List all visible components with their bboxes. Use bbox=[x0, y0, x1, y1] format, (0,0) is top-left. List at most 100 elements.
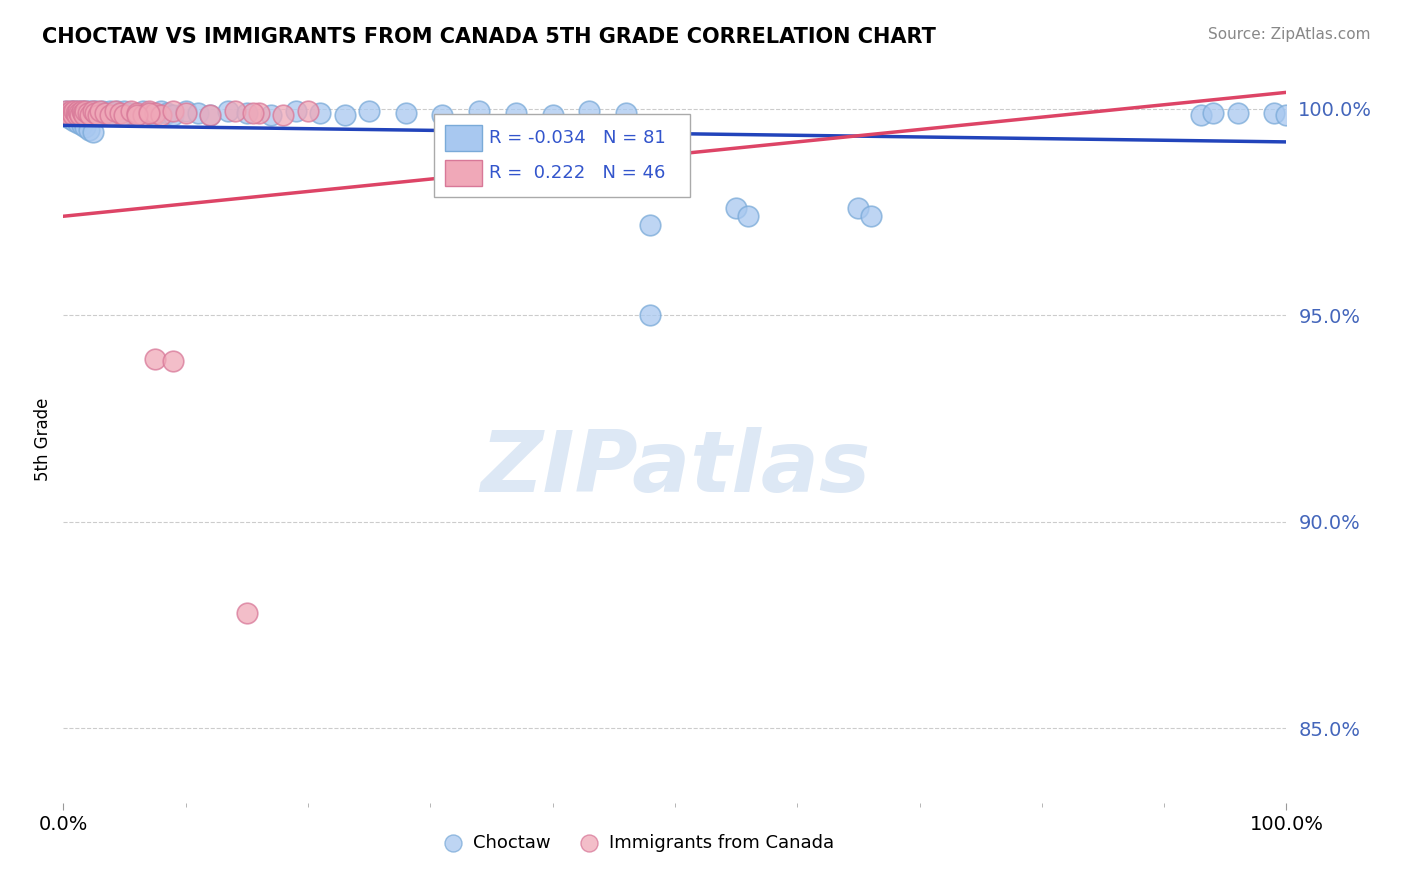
Point bbox=[94, 106, 117, 120]
Point bbox=[156, 106, 179, 120]
Point bbox=[66, 108, 89, 122]
Point bbox=[75, 120, 97, 135]
Bar bbox=[444, 125, 482, 151]
Point bbox=[162, 354, 184, 368]
Point bbox=[67, 106, 90, 120]
Point bbox=[70, 119, 93, 133]
Point bbox=[125, 108, 148, 122]
Point bbox=[104, 108, 127, 122]
Point bbox=[120, 106, 142, 120]
Point bbox=[101, 106, 124, 120]
Point bbox=[72, 106, 94, 120]
Point bbox=[82, 103, 104, 118]
Point bbox=[105, 103, 128, 118]
Point bbox=[138, 103, 160, 118]
Y-axis label: 5th Grade: 5th Grade bbox=[34, 398, 52, 481]
Point bbox=[69, 108, 91, 122]
Point bbox=[247, 106, 270, 120]
Point bbox=[60, 106, 83, 120]
Point bbox=[640, 309, 662, 323]
Point bbox=[1263, 106, 1285, 120]
Legend: Choctaw, Immigrants from Canada: Choctaw, Immigrants from Canada bbox=[436, 827, 841, 859]
Point bbox=[846, 201, 869, 215]
Point bbox=[76, 106, 98, 120]
Point bbox=[59, 103, 82, 118]
Point bbox=[56, 106, 79, 120]
Point bbox=[60, 106, 83, 120]
Point bbox=[56, 110, 79, 124]
Point bbox=[76, 106, 98, 120]
Point bbox=[77, 122, 100, 136]
Point bbox=[187, 106, 209, 120]
Point bbox=[65, 106, 87, 120]
Point bbox=[63, 103, 86, 118]
Point bbox=[65, 106, 87, 120]
Point bbox=[75, 103, 97, 118]
Point bbox=[66, 116, 89, 130]
Point bbox=[1202, 106, 1225, 120]
Point bbox=[66, 103, 89, 118]
Point bbox=[309, 106, 332, 120]
Point bbox=[89, 103, 111, 118]
Point bbox=[69, 108, 91, 122]
Point bbox=[162, 103, 184, 118]
Point bbox=[96, 108, 118, 122]
Point bbox=[143, 351, 166, 366]
Point bbox=[66, 103, 89, 118]
Text: ZIPatlas: ZIPatlas bbox=[479, 427, 870, 510]
Point bbox=[89, 108, 111, 122]
Point bbox=[104, 103, 127, 118]
Point bbox=[84, 106, 107, 120]
Point bbox=[138, 106, 160, 120]
Point bbox=[120, 103, 142, 118]
Point bbox=[162, 108, 184, 122]
Point bbox=[174, 103, 197, 118]
Point bbox=[63, 103, 86, 118]
Point bbox=[357, 103, 380, 118]
Point bbox=[235, 606, 259, 620]
Point bbox=[114, 103, 135, 118]
Text: R =  0.222   N = 46: R = 0.222 N = 46 bbox=[489, 164, 665, 182]
Text: R = -0.034   N = 81: R = -0.034 N = 81 bbox=[489, 128, 665, 146]
Point bbox=[432, 108, 454, 122]
Point bbox=[73, 108, 96, 122]
Point bbox=[58, 108, 80, 122]
Point bbox=[77, 103, 100, 118]
Point bbox=[80, 108, 103, 122]
Point bbox=[284, 103, 307, 118]
Point bbox=[70, 103, 93, 118]
Point bbox=[1275, 108, 1298, 122]
Point bbox=[111, 108, 134, 122]
Point bbox=[273, 108, 295, 122]
Point bbox=[98, 103, 121, 118]
Point bbox=[1189, 108, 1212, 122]
Point bbox=[98, 108, 121, 122]
Point bbox=[235, 106, 259, 120]
FancyBboxPatch shape bbox=[434, 114, 689, 197]
Point bbox=[73, 108, 96, 122]
Point bbox=[737, 209, 759, 223]
Point bbox=[132, 108, 155, 122]
Point bbox=[541, 108, 564, 122]
Point bbox=[55, 103, 77, 118]
Point bbox=[59, 103, 82, 118]
Point bbox=[56, 106, 79, 120]
Point bbox=[125, 106, 148, 120]
Point bbox=[725, 201, 748, 215]
Point bbox=[62, 108, 84, 122]
Point bbox=[174, 106, 197, 120]
Point bbox=[66, 108, 89, 122]
Point bbox=[143, 108, 166, 122]
Point bbox=[91, 103, 114, 118]
Point bbox=[640, 218, 662, 232]
Point bbox=[859, 209, 882, 223]
Point bbox=[76, 108, 98, 122]
Point bbox=[62, 108, 84, 122]
Point bbox=[79, 106, 101, 120]
Point bbox=[395, 106, 418, 120]
Point bbox=[75, 103, 97, 118]
Point bbox=[260, 108, 283, 122]
Point bbox=[70, 103, 93, 118]
Point bbox=[217, 103, 239, 118]
Point bbox=[67, 106, 90, 120]
